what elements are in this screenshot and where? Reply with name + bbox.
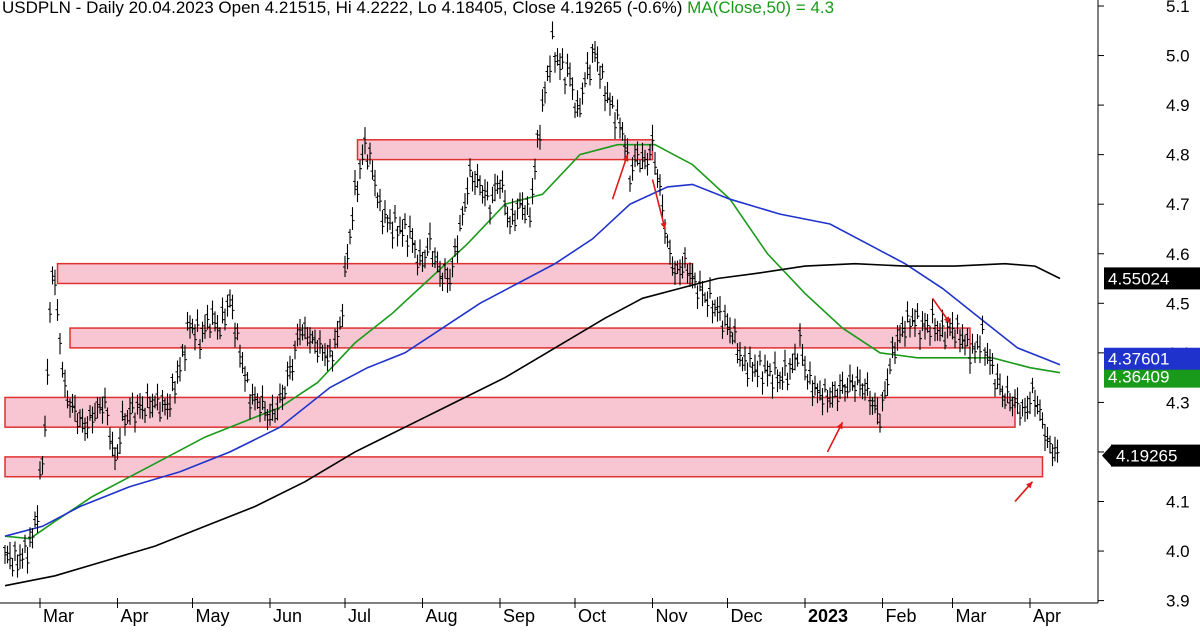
x-tick-label: Dec [731, 606, 763, 626]
zone-rect [56, 262, 694, 285]
y-tick-label: 4.8 [1166, 146, 1190, 165]
ma-line-ma-close-200- [4, 262, 1061, 587]
y-tick-label: 4.3 [1166, 393, 1190, 412]
zone-rect [4, 396, 1016, 428]
x-tick-label: Mar [43, 606, 74, 626]
x-tick-label: Sep [503, 606, 535, 626]
last-price-label: 4.19265 [1116, 447, 1177, 466]
y-tick-label: 4.6 [1166, 245, 1190, 264]
arrows-layer [611, 154, 1034, 503]
arrow-head [836, 422, 843, 430]
x-tick-label: Nov [656, 606, 688, 626]
y-tick-label: 4.9 [1166, 96, 1190, 115]
ma-value-label: 4.55024 [1108, 269, 1169, 288]
x-tick-label: May [196, 606, 230, 626]
x-tick-label: Mar [956, 606, 987, 626]
last-price-label-bg [1111, 444, 1200, 467]
price-series [3, 21, 1060, 578]
ma-value-label-bg [1104, 365, 1200, 388]
arrow-head [1026, 481, 1033, 489]
title-part: USDPLN - Daily 20.04.2023 Open 4.21515, … [2, 0, 687, 17]
arrow-head [943, 316, 950, 324]
y-tick-label: 5.1 [1166, 0, 1190, 16]
x-tick-label: Oct [578, 606, 606, 626]
ma-value-label-bg [1104, 267, 1200, 290]
x-tick-label: Jul [348, 606, 371, 626]
y-tick-label: 4.0 [1166, 542, 1190, 561]
x-tick-label: Feb [886, 606, 917, 626]
y-tick-label: 4.7 [1166, 195, 1190, 214]
zone-rect [356, 139, 654, 161]
arrow-head [660, 222, 667, 229]
x-tick-label: Aug [426, 606, 458, 626]
x-tick-label: 2023 [808, 606, 848, 626]
ma-line-ma-close-100- [4, 183, 1061, 537]
y-tick-label: 5.0 [1166, 47, 1190, 66]
chart-title: USDPLN - Daily 20.04.2023 Open 4.21515, … [2, 0, 834, 17]
y-tick-label: 3.9 [1166, 592, 1190, 611]
arrow-line [651, 179, 666, 230]
arrow-head [622, 154, 629, 162]
x-tick-label: Apr [121, 606, 149, 626]
x-tick-label: Apr [1033, 606, 1061, 626]
axes: 5.15.04.94.84.74.64.54.44.34.24.14.03.9M… [0, 0, 1190, 626]
moving-averages [4, 143, 1061, 587]
last-price-pointer [1102, 444, 1112, 467]
y-tick-label: 4.5 [1166, 294, 1190, 313]
arrow-line [611, 154, 629, 200]
ma-value-label: 4.36409 [1108, 368, 1169, 387]
ma-value-label-bg [1104, 347, 1200, 370]
ma-line-ma-close-50- [4, 143, 1061, 540]
title-part: MA(Close,50) = 4.3 [687, 0, 834, 17]
zone-rect [4, 456, 1044, 478]
ma-value-label: 4.37601 [1108, 350, 1169, 369]
x-tick-label: Jun [273, 606, 302, 626]
y-tick-label: 4.1 [1166, 493, 1190, 512]
zones-layer [4, 139, 1044, 478]
